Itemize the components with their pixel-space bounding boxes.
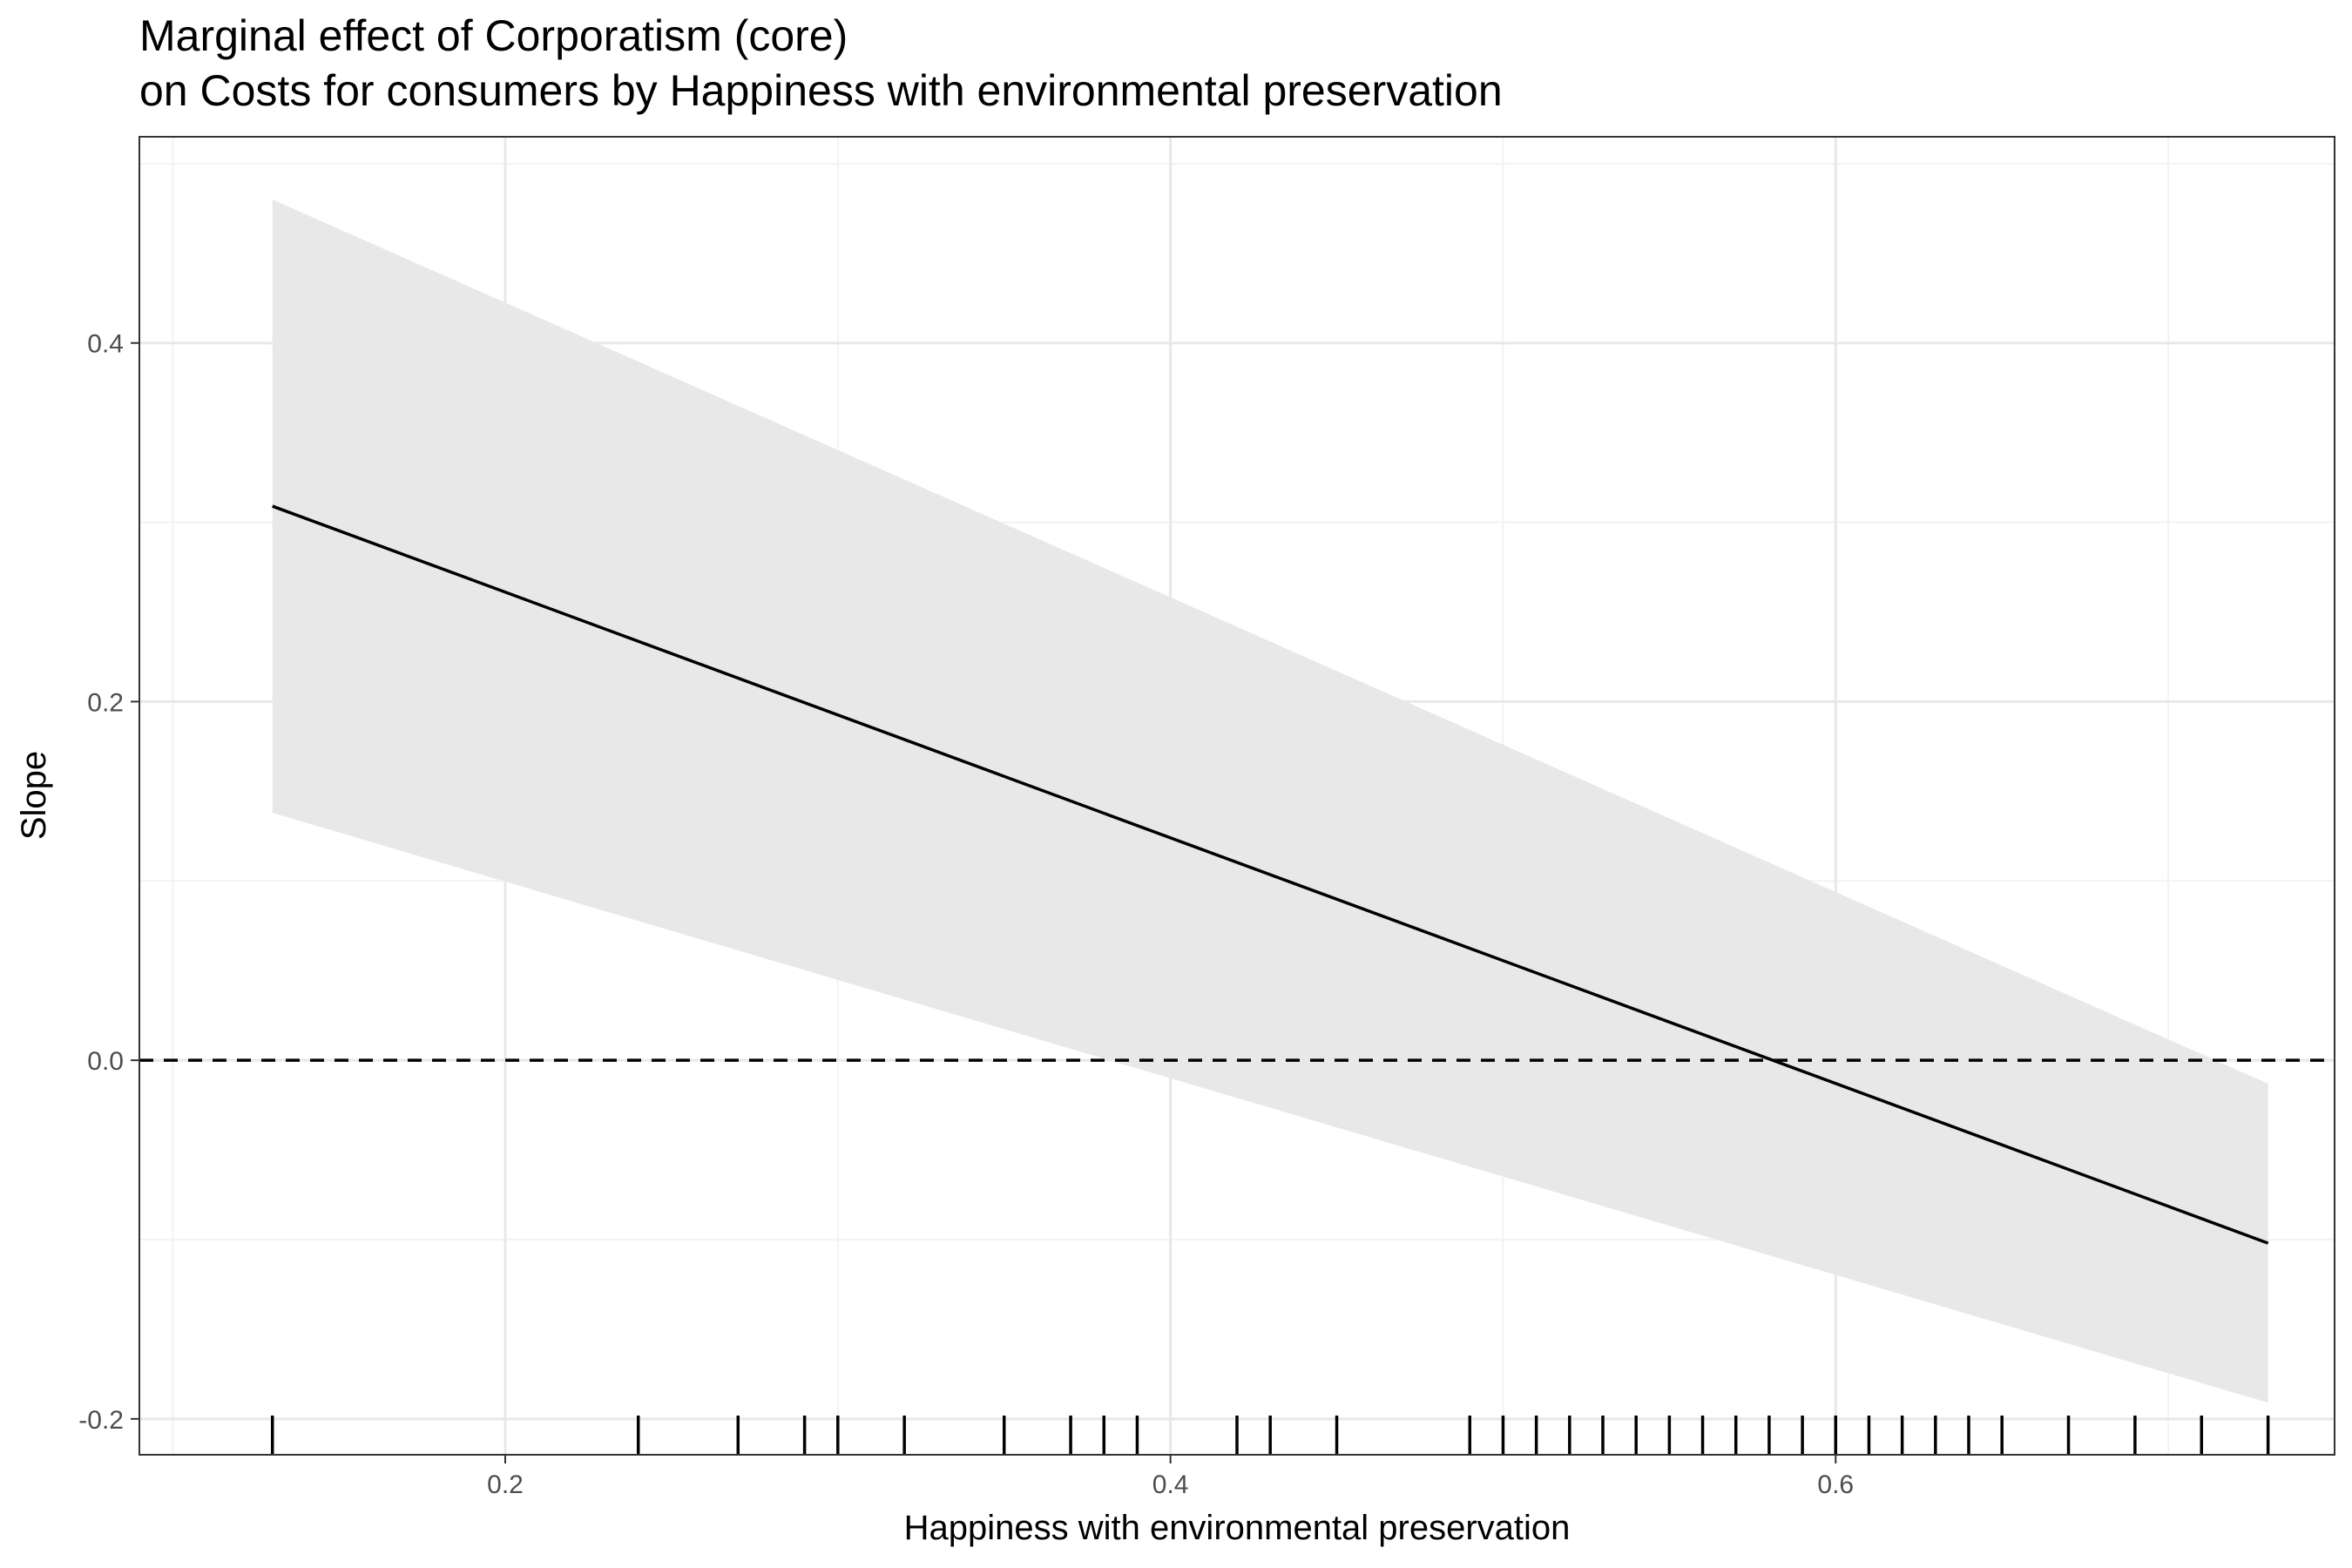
slope-line <box>272 504 2269 1245</box>
x-tick-label: 0.6 <box>1817 1470 1854 1499</box>
x-tick-label: 0.4 <box>1152 1470 1189 1499</box>
x-axis: 0.2 0.4 0.6 <box>487 1455 1854 1499</box>
confidence-band <box>272 199 2268 1403</box>
y-tick-label: 0.0 <box>87 1047 124 1076</box>
x-axis-title: Happiness with environmental preservatio… <box>904 1509 1571 1547</box>
y-tick-label: 0.2 <box>87 688 124 717</box>
chart-title-line-1: Marginal effect of Corporatism (core) <box>139 11 848 60</box>
y-tick-label: -0.2 <box>78 1406 124 1435</box>
rug-layer <box>270 1416 2270 1455</box>
slope-line-layer <box>272 504 2269 1245</box>
chart-title-line-2: on Costs for consumers by Happiness with… <box>139 66 1503 115</box>
y-axis-title: Slope <box>15 751 53 840</box>
panel-border <box>139 136 2335 1456</box>
y-axis: -0.2 0.0 0.2 0.4 <box>78 330 139 1435</box>
y-tick-label: 0.4 <box>87 330 124 359</box>
x-tick-label: 0.2 <box>487 1470 524 1499</box>
confidence-band-layer <box>272 199 2268 1403</box>
